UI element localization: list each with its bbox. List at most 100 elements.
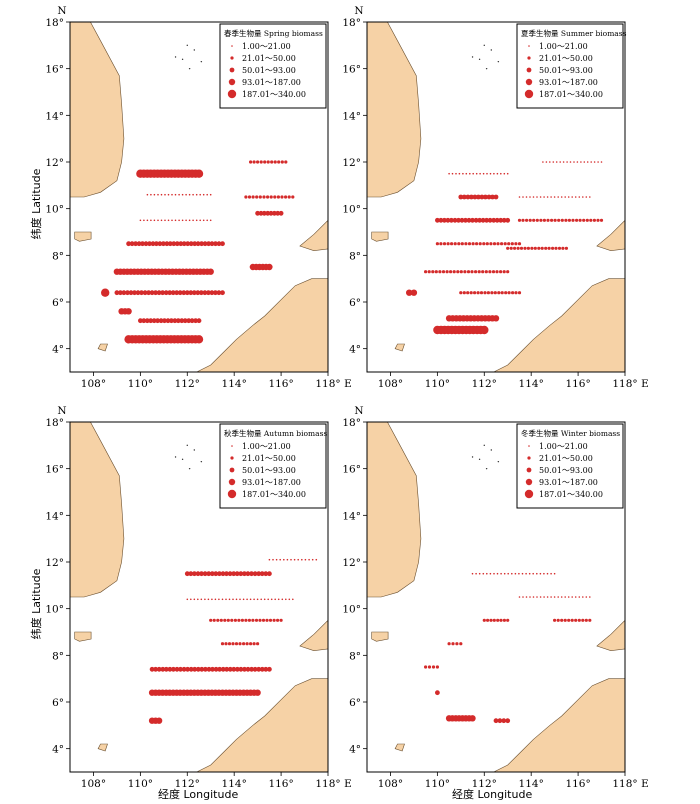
station-point — [235, 598, 238, 601]
station-point — [154, 241, 159, 247]
y-tick-label: 14° — [45, 510, 64, 522]
map-panel-summer: 108° 110° 112° 114° 116° 118° 4° 6° 8° 10° 12° 14° 1… — [342, 5, 648, 390]
station-point — [242, 571, 247, 577]
station-point — [206, 193, 208, 196]
station-point — [244, 195, 248, 199]
station-point — [195, 170, 203, 177]
station-point — [272, 558, 274, 561]
station-point — [193, 318, 199, 324]
legend-symbol — [230, 456, 234, 460]
station-point — [256, 642, 260, 646]
station-point — [258, 210, 264, 216]
station-point — [199, 571, 204, 577]
mekong-delta-land — [74, 631, 92, 642]
station-point — [209, 618, 213, 622]
station-point — [458, 172, 461, 175]
borneo-coast — [493, 278, 625, 372]
station-point — [493, 572, 495, 575]
station-point — [501, 718, 507, 724]
station-point — [217, 571, 222, 577]
station-point — [227, 571, 233, 577]
station-point — [181, 666, 187, 672]
station-point — [220, 666, 226, 672]
station-point — [177, 290, 183, 296]
station-point — [597, 161, 599, 163]
station-point — [233, 618, 237, 622]
legend-range-label: 93.01～187.00 — [539, 478, 598, 487]
station-point — [279, 618, 283, 622]
borneo-coast — [493, 678, 625, 772]
station-point — [578, 596, 581, 598]
station-point — [189, 318, 195, 324]
station-point — [202, 290, 208, 296]
station-point — [571, 218, 575, 222]
x-tick-label: 114° — [519, 778, 544, 790]
station-point — [517, 218, 522, 222]
x-tick-label: 116° — [565, 778, 590, 790]
station-point — [286, 558, 289, 561]
station-point — [462, 172, 464, 175]
station-point — [293, 558, 296, 561]
station-point — [574, 196, 577, 198]
station-point — [496, 618, 500, 622]
station-point — [496, 242, 500, 246]
station-point — [266, 195, 270, 199]
station-point — [567, 596, 570, 598]
station-point — [185, 666, 191, 672]
legend-range-label: 93.01～187.00 — [242, 478, 301, 487]
station-point — [160, 290, 166, 296]
x-tick-label: 110° — [425, 778, 450, 790]
islet — [188, 467, 191, 470]
station-point — [206, 290, 211, 296]
borneo-coast — [196, 678, 328, 772]
station-point — [500, 291, 504, 295]
map-panel-spring: 108° 110° 112° 114° 116° 118° 4° 6° 8° 10° 12° 14° 1… — [45, 5, 351, 390]
station-point — [231, 666, 237, 672]
islet — [174, 456, 177, 458]
station-point — [182, 318, 188, 324]
station-point — [487, 217, 493, 223]
station-point — [232, 598, 234, 601]
station-point — [469, 194, 474, 200]
islet — [193, 449, 196, 451]
station-point — [574, 618, 578, 622]
station-point — [503, 242, 507, 246]
station-point — [521, 572, 524, 575]
station-point — [585, 196, 588, 198]
land-summer — [367, 22, 625, 372]
station-point — [585, 218, 589, 222]
station-point — [452, 217, 458, 223]
station-point — [496, 572, 499, 575]
station-point — [431, 665, 436, 669]
legend-range-label: 1.00～21.00 — [242, 42, 291, 51]
station-point — [438, 217, 444, 223]
station-point — [195, 666, 201, 672]
station-point — [269, 195, 273, 199]
station-point — [557, 596, 559, 598]
station-point — [536, 596, 538, 598]
station-point — [576, 161, 579, 163]
stations-spring — [101, 160, 295, 344]
station-point — [445, 270, 449, 274]
station-point — [181, 241, 187, 247]
station-point — [500, 172, 502, 175]
station-point — [564, 196, 566, 198]
station-point — [434, 270, 438, 274]
station-point — [500, 572, 502, 575]
station-point — [195, 241, 201, 247]
station-point — [514, 291, 518, 295]
station-point — [586, 161, 589, 163]
station-point — [252, 160, 256, 164]
station-point — [175, 318, 181, 324]
station-point — [158, 318, 164, 324]
y-tick-label: 12° — [342, 557, 361, 569]
station-point — [220, 642, 225, 646]
station-point — [275, 210, 281, 216]
station-point — [554, 246, 558, 250]
station-point — [202, 219, 205, 222]
station-point — [590, 161, 592, 163]
station-point — [174, 193, 177, 196]
station-point — [301, 558, 303, 561]
station-point — [151, 318, 157, 324]
station-point — [484, 270, 488, 274]
